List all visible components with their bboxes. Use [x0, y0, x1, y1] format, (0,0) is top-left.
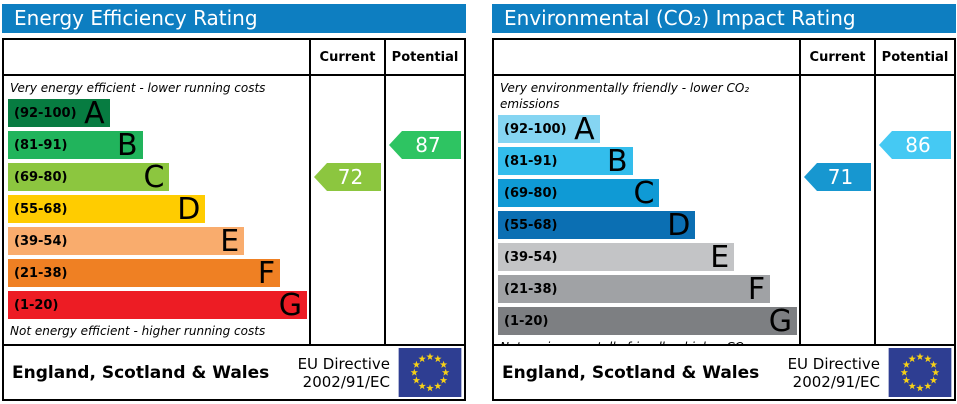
- band-range: (1-20): [504, 313, 549, 329]
- band-letter: F: [747, 271, 766, 307]
- potential-rating-arrow: 87: [389, 131, 461, 159]
- header-current: Current: [801, 40, 876, 76]
- band-bar-c: (69-80) C: [498, 175, 660, 211]
- header-potential: Potential: [386, 40, 464, 76]
- header-blank-cell: [4, 40, 311, 76]
- band-bar-a: (92-100) A: [498, 111, 600, 147]
- band-row-f: (21-38) F: [8, 255, 307, 291]
- band-row-d: (55-68) D: [498, 207, 797, 243]
- eu-directive-label: EU Directive 2002/91/EC: [298, 355, 390, 391]
- band-row-a: (92-100) A: [498, 111, 797, 147]
- bands-column: Very energy efficient - lower running co…: [4, 76, 311, 344]
- band-letter: B: [606, 143, 628, 179]
- eu-directive-label: EU Directive 2002/91/EC: [788, 355, 880, 391]
- current-rating-arrow: 71: [804, 163, 871, 191]
- band-row-g: (1-20) G: [8, 287, 307, 323]
- rating-table: Current Potential Very energy efficient …: [2, 38, 466, 401]
- band-range: (55-68): [14, 201, 68, 217]
- band-letter: G: [278, 287, 302, 323]
- panel-title: Energy Efficiency Rating: [2, 4, 466, 33]
- band-bar-e: (39-54) E: [8, 223, 245, 259]
- band-letter: E: [220, 223, 240, 259]
- band-bar-b: (81-91) B: [498, 143, 633, 179]
- band-letter: A: [574, 111, 595, 147]
- band-bar-c: (69-80) C: [8, 159, 170, 195]
- eu-directive-line2: 2002/91/EC: [792, 372, 880, 391]
- band-bar-a: (92-100) A: [8, 95, 110, 131]
- bottom-caption: Not energy efficient - higher running co…: [10, 324, 266, 338]
- band-letter: C: [633, 175, 655, 211]
- band-bar-d: (55-68) D: [498, 207, 696, 243]
- current-rating-value: 72: [337, 165, 364, 189]
- band-bar-b: (81-91) B: [8, 127, 143, 163]
- current-rating-arrow: 72: [314, 163, 381, 191]
- band-range: (55-68): [504, 217, 558, 233]
- band-row-a: (92-100) A: [8, 95, 307, 131]
- header-current: Current: [311, 40, 386, 76]
- band-row-d: (55-68) D: [8, 191, 307, 227]
- band-row-f: (21-38) F: [498, 271, 797, 307]
- region-label: England, Scotland & Wales: [12, 362, 270, 383]
- band-row-b: (81-91) B: [8, 127, 307, 163]
- eu-directive-line1: EU Directive: [297, 354, 390, 373]
- band-bar-g: (1-20) G: [498, 303, 797, 339]
- band-bar-g: (1-20) G: [8, 287, 307, 323]
- panel-footer: England, Scotland & Wales EU Directive 2…: [4, 344, 464, 399]
- band-bar-f: (21-38) F: [498, 271, 771, 307]
- band-row-c: (69-80) C: [8, 159, 307, 195]
- potential-rating-value: 87: [415, 133, 441, 157]
- band-range: (21-38): [504, 281, 558, 297]
- band-range: (81-91): [14, 137, 68, 153]
- band-range: (39-54): [504, 249, 558, 265]
- band-bar-d: (55-68) D: [8, 191, 206, 227]
- band-range: (81-91): [504, 153, 558, 169]
- band-row-e: (39-54) E: [8, 223, 307, 259]
- eu-flag-icon: [398, 348, 462, 397]
- potential-rating-value: 86: [905, 133, 931, 157]
- rating-table: Current Potential Very environmentally f…: [492, 38, 956, 401]
- band-row-b: (81-91) B: [498, 143, 797, 179]
- band-range: (1-20): [14, 297, 59, 313]
- panel-footer: England, Scotland & Wales EU Directive 2…: [494, 344, 954, 399]
- top-caption: Very energy efficient - lower running co…: [10, 81, 266, 95]
- environmental-impact-panel: Environmental (CO₂) Impact Rating Curren…: [492, 4, 956, 401]
- band-row-e: (39-54) E: [498, 239, 797, 275]
- band-letter: A: [84, 95, 105, 131]
- band-letter: G: [768, 303, 792, 339]
- potential-column: 86: [876, 76, 954, 344]
- band-letter: D: [667, 207, 691, 243]
- band-range: (92-100): [14, 105, 77, 121]
- bands-column: Very environmentally friendly - lower CO…: [494, 76, 801, 344]
- bottom-caption: Not environmentally friendly - higher CO…: [500, 339, 797, 344]
- current-rating-value: 71: [827, 165, 854, 189]
- eu-directive-line2: 2002/91/EC: [302, 372, 390, 391]
- band-bar-f: (21-38) F: [8, 255, 281, 291]
- band-range: (69-80): [504, 185, 558, 201]
- region-label: England, Scotland & Wales: [502, 362, 760, 383]
- band-letter: D: [177, 191, 201, 227]
- top-caption: Very environmentally friendly - lower CO…: [500, 81, 750, 111]
- eu-directive-line1: EU Directive: [787, 354, 880, 373]
- band-letter: F: [257, 255, 276, 291]
- band-range: (69-80): [14, 169, 68, 185]
- band-range: (39-54): [14, 233, 68, 249]
- header-blank-cell: [494, 40, 801, 76]
- band-letter: E: [710, 239, 730, 275]
- band-letter: C: [143, 159, 165, 195]
- band-range: (21-38): [14, 265, 68, 281]
- band-row-c: (69-80) C: [498, 175, 797, 211]
- header-potential: Potential: [876, 40, 954, 76]
- eu-flag-icon: [888, 348, 952, 397]
- panel-title: Environmental (CO₂) Impact Rating: [492, 4, 956, 33]
- current-column: 72: [311, 76, 386, 344]
- band-letter: B: [116, 127, 138, 163]
- band-range: (92-100): [504, 121, 567, 137]
- potential-column: 87: [386, 76, 464, 344]
- current-column: 71: [801, 76, 876, 344]
- band-row-g: (1-20) G: [498, 303, 797, 339]
- potential-rating-arrow: 86: [879, 131, 951, 159]
- band-bar-e: (39-54) E: [498, 239, 735, 275]
- energy-efficiency-panel: Energy Efficiency Rating Current Potenti…: [2, 4, 466, 401]
